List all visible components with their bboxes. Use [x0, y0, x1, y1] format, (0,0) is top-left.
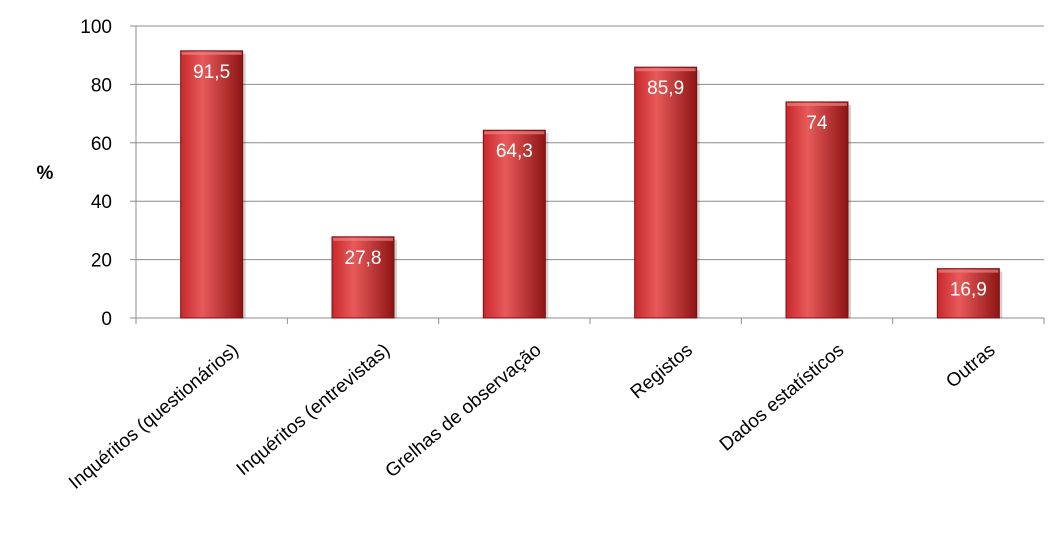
- bar-value-label: 27,8: [345, 248, 382, 269]
- bar: [785, 101, 849, 319]
- bar-value-label: 74: [806, 113, 828, 134]
- x-category-label: Dados estatísticos: [716, 340, 848, 456]
- y-tick-label: 0: [101, 309, 112, 330]
- bar-top-highlight: [787, 102, 847, 106]
- y-tick-label: 100: [80, 17, 112, 38]
- x-category-label: Outras: [942, 340, 999, 393]
- y-tick-label: 60: [91, 134, 112, 155]
- bar: [180, 50, 244, 319]
- bar-value-label: 91,5: [193, 62, 230, 83]
- bar-top-highlight: [938, 269, 999, 273]
- bar-top-highlight: [181, 51, 242, 55]
- x-category-label: Grelhas de observação: [382, 340, 546, 482]
- bar-top-highlight: [484, 131, 545, 135]
- x-category-label: Registos: [627, 340, 697, 404]
- bar: [936, 268, 1000, 319]
- bar-value-label: 16,9: [950, 280, 987, 301]
- grid-layer: [136, 25, 1044, 261]
- y-tick-label: 40: [91, 192, 112, 213]
- axis-layer: 0 20 40 60 80 100: [80, 17, 1045, 330]
- y-tick-label: 20: [91, 251, 112, 272]
- y-tick-label: 80: [91, 75, 112, 96]
- bar: [634, 66, 698, 319]
- bar-value-label: 85,9: [647, 78, 684, 99]
- x-category-label: Inquéritos (entrevistas): [233, 340, 395, 480]
- x-category-label: Inquéritos (questionários): [65, 340, 243, 494]
- bar-layer: [180, 50, 1003, 319]
- bar: [331, 236, 395, 319]
- bar-top-highlight: [635, 68, 696, 72]
- bar-top-highlight: [333, 237, 393, 241]
- y-axis-label: %: [37, 163, 54, 184]
- bar-value-label: 64,3: [496, 141, 533, 162]
- bar: [482, 129, 546, 319]
